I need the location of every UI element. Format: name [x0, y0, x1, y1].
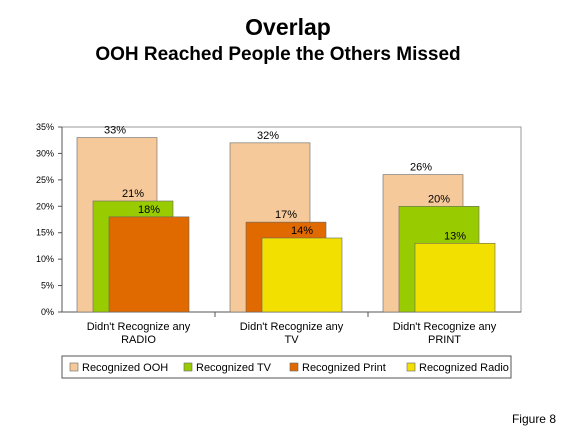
- legend-swatch: [406, 362, 416, 372]
- legend-box: [61, 355, 512, 379]
- data-label: 32%: [257, 130, 279, 142]
- data-label: 33%: [104, 125, 126, 137]
- data-label: 14%: [291, 225, 313, 237]
- data-label: 18%: [138, 204, 160, 216]
- bar: [414, 242, 496, 313]
- data-label: 21%: [122, 188, 144, 200]
- x-tick-label: Didn't Recognize any: [240, 321, 344, 333]
- y-tick-label: 0%: [41, 307, 54, 317]
- legend-label: Recognized Print: [302, 362, 386, 374]
- legend-label: Recognized Radio: [419, 362, 509, 374]
- y-tick-label: 35%: [36, 122, 54, 132]
- bar: [108, 216, 190, 313]
- y-tick-label: 20%: [36, 201, 54, 211]
- bar: [261, 237, 343, 313]
- figure-label: Figure 8: [511, 412, 556, 426]
- y-tick-label: 5%: [41, 281, 54, 291]
- y-tick-label: 25%: [36, 175, 54, 185]
- data-label: 26%: [410, 162, 432, 174]
- x-tick-label: PRINT: [428, 334, 461, 346]
- legend-label: Recognized TV: [196, 362, 272, 374]
- x-tick-label: Didn't Recognize any: [87, 321, 191, 333]
- legend-swatch: [69, 362, 79, 372]
- data-label: 13%: [444, 230, 466, 242]
- chart-title: Overlap: [245, 14, 331, 40]
- data-label: 17%: [275, 209, 297, 221]
- data-label: 20%: [428, 193, 450, 205]
- legend-swatch: [183, 362, 193, 372]
- y-tick-label: 30%: [36, 148, 54, 158]
- x-tick-label: RADIO: [121, 334, 156, 346]
- y-tick-label: 10%: [36, 254, 54, 264]
- legend-swatch: [289, 362, 299, 372]
- x-tick-label: TV: [284, 334, 299, 346]
- y-tick-label: 15%: [36, 228, 54, 238]
- x-tick-label: Didn't Recognize any: [393, 321, 497, 333]
- legend-label: Recognized OOH: [82, 362, 168, 374]
- chart-subtitle: OOH Reached People the Others Missed: [95, 44, 461, 65]
